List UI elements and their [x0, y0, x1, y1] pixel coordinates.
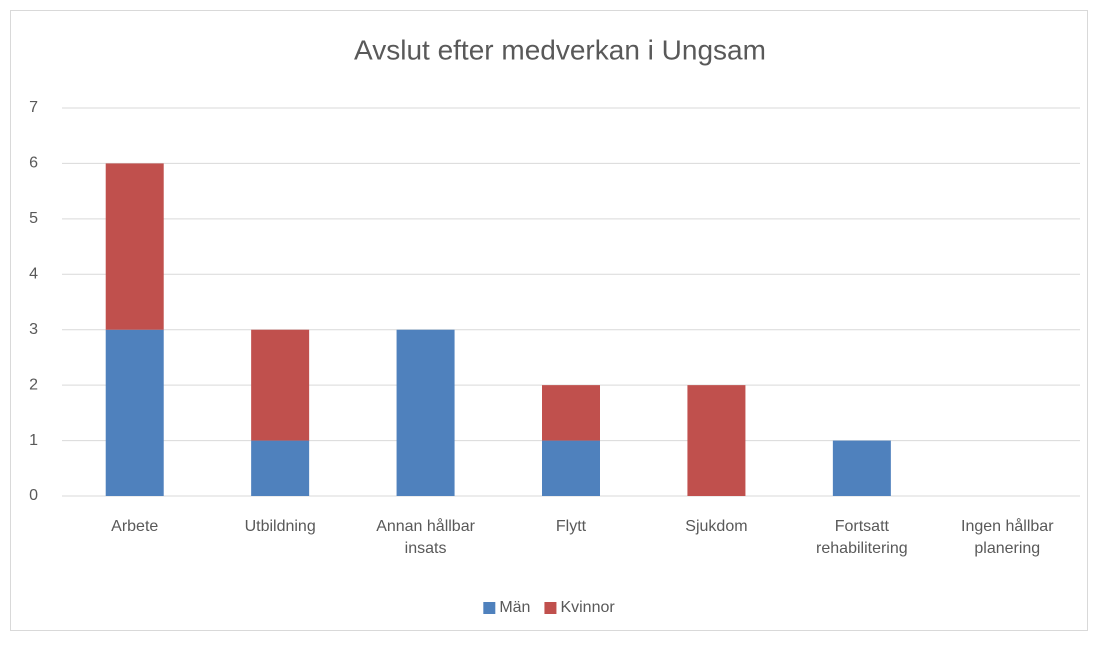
x-tick-label: Utbildning	[245, 518, 316, 535]
bar-segment	[687, 385, 746, 496]
bar-segment	[251, 329, 310, 441]
chart-title: Avslut efter medverkan i Ungsam	[354, 34, 766, 65]
y-tick-label: 4	[29, 266, 38, 283]
y-tick-label: 5	[29, 210, 38, 227]
chart-border	[10, 10, 1088, 631]
legend-swatch	[483, 602, 496, 614]
y-tick-label: 1	[29, 432, 38, 449]
y-tick-label: 7	[29, 99, 38, 116]
bar-segment	[105, 163, 164, 330]
y-tick-label: 2	[29, 376, 38, 393]
bar-segment	[105, 329, 164, 496]
bar-segment	[832, 440, 891, 496]
x-tick-label: Fortsatt rehabilitering	[816, 518, 908, 557]
y-tick-label: 0	[29, 487, 38, 504]
x-tick-label: Annan hållbar insats	[376, 517, 475, 557]
bar-segment	[542, 440, 600, 496]
legend-label: Män	[499, 599, 530, 616]
legend-swatch	[544, 602, 557, 614]
x-tick-label: Ingen hållbar planering	[961, 517, 1054, 557]
x-tick-label: Sjukdom	[685, 518, 747, 535]
x-tick-label: Arbete	[111, 518, 158, 535]
bar-segment	[251, 440, 310, 496]
bar-segment	[542, 385, 600, 441]
x-tick-label: Flytt	[556, 518, 587, 535]
bar-segment	[396, 329, 455, 496]
y-tick-label: 3	[29, 321, 38, 338]
legend-label: Kvinnor	[560, 599, 615, 616]
y-tick-label: 6	[29, 155, 38, 172]
